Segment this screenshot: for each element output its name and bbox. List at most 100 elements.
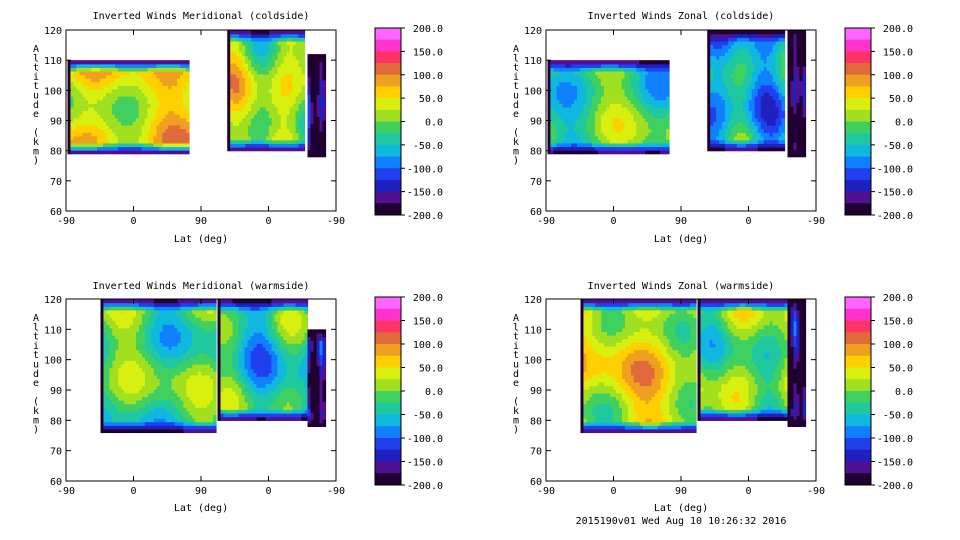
field-cell: [239, 81, 243, 86]
field-cell: [565, 99, 569, 104]
field-cell: [130, 414, 134, 419]
field-cell: [271, 44, 276, 49]
field-cell: [138, 146, 143, 151]
field-cell: [583, 124, 587, 130]
field-cell: [577, 132, 581, 137]
field-cell: [245, 110, 249, 115]
field-cell: [111, 146, 116, 151]
field-cell: [280, 44, 285, 49]
field-cell: [100, 121, 104, 126]
field-cell: [117, 110, 122, 115]
field-cell: [120, 150, 125, 155]
field-cell: [716, 106, 720, 112]
field-cell: [757, 121, 762, 126]
field-cell: [748, 66, 753, 71]
y-tick-label: 80: [530, 147, 542, 158]
field-cell: [713, 139, 717, 144]
field-cell: [772, 128, 777, 133]
field-cell: [553, 67, 557, 72]
field-cell: [298, 59, 303, 64]
field-cell: [725, 84, 729, 90]
field-cell: [781, 48, 786, 53]
field-cell: [133, 428, 137, 434]
field-cell: [322, 134, 327, 139]
field-cell: [713, 51, 717, 57]
field-cell: [126, 92, 131, 97]
field-cell: [144, 309, 149, 315]
field-cell: [150, 88, 155, 94]
field-cell: [763, 128, 768, 133]
field-cell: [666, 60, 670, 65]
field-cell: [177, 139, 181, 144]
field-cell: [132, 60, 137, 65]
field-cell: [639, 117, 643, 122]
field-cell: [591, 114, 596, 119]
field-cell: [597, 81, 602, 86]
field-cell: [233, 136, 237, 141]
field-cell: [139, 414, 143, 419]
field-cell: [796, 145, 801, 151]
field-cell: [144, 410, 149, 416]
field-cell: [772, 103, 777, 108]
field-cell: [112, 317, 116, 322]
field-cell: [793, 109, 798, 114]
field-cell: [183, 139, 187, 144]
field-cell: [135, 124, 140, 130]
field-cell: [565, 70, 569, 76]
field-cell: [76, 132, 80, 137]
field-cell: [121, 389, 125, 394]
field-cell: [742, 88, 747, 93]
field-cell: [133, 317, 137, 322]
field-cell: [248, 110, 252, 115]
field-cell: [97, 92, 101, 97]
field-cell: [100, 342, 105, 347]
field-cell: [147, 349, 152, 354]
field-cell: [262, 143, 267, 148]
field-cell: [739, 77, 744, 82]
field-cell: [256, 81, 261, 86]
field-cell: [600, 92, 605, 97]
field-cell: [754, 128, 759, 133]
field-cell: [256, 30, 261, 35]
x-tick-label: 0: [745, 216, 751, 227]
field-cell: [159, 132, 163, 137]
field-cell: [132, 63, 137, 68]
field-cell: [112, 302, 116, 307]
field-cell: [591, 121, 596, 126]
field-cell: [94, 85, 98, 90]
field-cell: [162, 81, 166, 86]
field-cell: [123, 103, 128, 108]
field-cell: [186, 78, 190, 83]
field-cell: [583, 110, 587, 115]
field-cell: [636, 114, 640, 119]
field-cell: [133, 353, 137, 358]
field-cell: [115, 389, 119, 394]
field-cell: [124, 392, 128, 397]
field-cell: [245, 136, 249, 141]
field-cell: [728, 77, 732, 82]
field-cell: [120, 121, 125, 126]
field-cell: [150, 331, 155, 336]
field-cell: [757, 37, 762, 42]
field-cell: [799, 44, 804, 49]
field-cell: [553, 92, 557, 97]
field-cell: [268, 77, 273, 82]
field-cell: [79, 142, 83, 148]
y-tick-label: 120: [44, 26, 62, 37]
field-cell: [586, 121, 590, 126]
field-cell: [775, 103, 780, 108]
field-cell: [82, 150, 86, 155]
field-cell: [778, 44, 783, 49]
field-cell: [248, 84, 252, 90]
field-cell: [731, 136, 735, 141]
field-cell: [751, 114, 756, 119]
field-cell: [751, 110, 756, 115]
field-cell: [239, 103, 243, 108]
field-cell: [565, 60, 569, 65]
field-cell: [67, 121, 72, 126]
field-cell: [739, 44, 744, 49]
field-cell: [568, 96, 572, 101]
field-cell: [772, 110, 777, 115]
field-cell: [242, 48, 246, 53]
field-cell: [277, 73, 282, 79]
